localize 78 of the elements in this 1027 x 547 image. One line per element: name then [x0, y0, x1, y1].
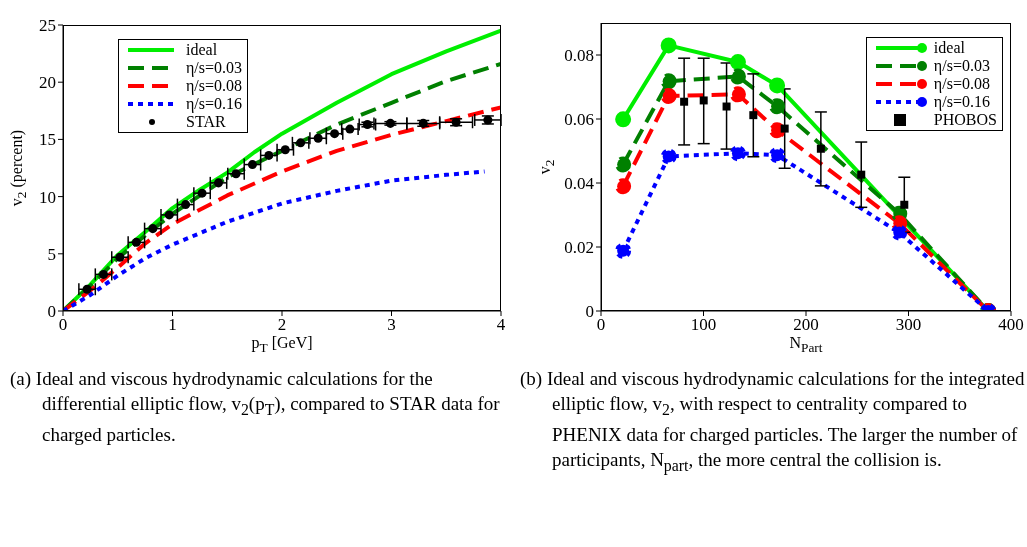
- point: [699, 96, 708, 105]
- point: [615, 111, 632, 128]
- point: [231, 169, 241, 179]
- point: [729, 145, 746, 162]
- point: [313, 133, 323, 143]
- point: [615, 178, 632, 195]
- point: [749, 111, 758, 120]
- x-tick-label: 1: [168, 315, 177, 335]
- y-tick-label: 0.04: [564, 174, 595, 194]
- point: [816, 144, 825, 153]
- x-tick-label: 200: [793, 315, 819, 335]
- legend-label: ideal: [186, 41, 218, 59]
- y-tick-label: 10: [39, 187, 56, 207]
- y-tick-label: 0: [47, 302, 56, 322]
- line-series: [63, 169, 487, 311]
- x-axis-title: N$_{Part}$: [788, 334, 824, 357]
- point: [213, 178, 223, 188]
- legend-label: η/s=0.16: [186, 95, 243, 113]
- point: [181, 200, 191, 210]
- point: [164, 210, 174, 220]
- point: [247, 160, 257, 170]
- y-tick-label: 15: [39, 130, 56, 150]
- point: [148, 224, 158, 234]
- y-tick-label: 25: [39, 16, 56, 36]
- point: [857, 170, 866, 179]
- x-tick-label: 4: [496, 315, 506, 335]
- legend-label: η/s=0.08: [186, 77, 243, 95]
- point: [769, 98, 786, 115]
- point: [280, 145, 290, 155]
- legend-label: η/s=0.16: [933, 93, 990, 111]
- point: [115, 252, 125, 262]
- point: [722, 102, 731, 111]
- point: [330, 129, 340, 139]
- x-tick-label: 2: [277, 315, 287, 335]
- x-tick-label: 3: [387, 315, 396, 335]
- point: [891, 224, 908, 241]
- point: [729, 54, 746, 71]
- point: [296, 138, 306, 148]
- point: [680, 97, 689, 106]
- point: [345, 124, 355, 134]
- y-tick-label: 5: [47, 244, 56, 264]
- y-tick-label: 0.06: [564, 110, 594, 130]
- point: [660, 73, 677, 90]
- legend-label: STAR: [186, 113, 226, 131]
- legend-label: ideal: [933, 39, 965, 57]
- legend-label: PHOBOS: [933, 111, 997, 129]
- legend-label: η/s=0.08: [933, 75, 990, 93]
- point: [615, 156, 632, 173]
- point: [264, 150, 274, 160]
- point: [197, 188, 207, 198]
- point: [900, 200, 909, 209]
- x-tick-label: 100: [690, 315, 717, 335]
- x-axis-title: p$_{T}$ [GeV]: [250, 334, 314, 357]
- legend-label: η/s=0.03: [186, 59, 243, 77]
- point: [729, 86, 746, 103]
- point: [729, 68, 746, 85]
- point: [385, 118, 395, 128]
- point: [615, 242, 632, 259]
- point: [769, 147, 786, 164]
- point: [780, 124, 789, 133]
- y-tick-label: 20: [39, 73, 56, 93]
- point: [660, 37, 677, 54]
- point: [660, 87, 677, 104]
- point: [769, 77, 786, 94]
- point: [769, 122, 786, 139]
- x-tick-label: 300: [895, 315, 922, 335]
- point: [418, 118, 428, 128]
- text: (a) Ideal and viscous hydrodynamic calculations for the differential elliptic flow, v$_{2}$(p$_{T}$), compared to STAR data for charged particles.: [10, 368, 500, 445]
- x-tick-label: 400: [998, 315, 1024, 335]
- point: [131, 237, 141, 247]
- y-tick-label: 0.08: [564, 46, 594, 66]
- point: [99, 269, 109, 279]
- point: [660, 148, 677, 165]
- y-tick-label: 0.02: [564, 238, 594, 258]
- text: (b) Ideal and viscous hydrodynamic calculations for the integrated elliptic flow, v$_{2}$, with respect to centrality compared to PHENIX data for charged particles. The larger the number of participants, N$_{part}$, the more central the collision is.: [520, 367, 1026, 477]
- point: [82, 284, 92, 294]
- legend-label: η/s=0.03: [933, 57, 990, 75]
- y-tick-label: 0: [585, 302, 594, 322]
